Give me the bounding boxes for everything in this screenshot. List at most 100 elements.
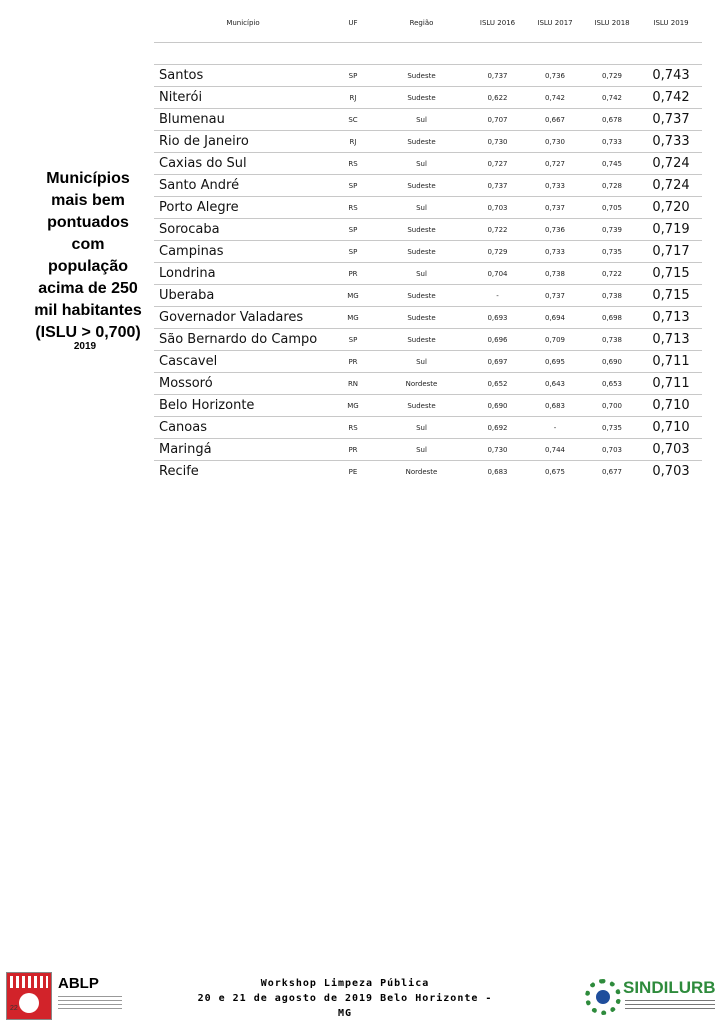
cell-islu-2016: 0,730: [469, 438, 526, 461]
cell-islu-2017: 0,695: [526, 350, 584, 373]
side-title-line: pontuados: [47, 214, 129, 231]
cell-municipio: Belo Horizonte: [154, 394, 332, 417]
cell-regiao: Sul: [374, 152, 469, 175]
cell-islu-2016: -: [469, 284, 526, 307]
cell-municipio: Canoas: [154, 416, 332, 439]
side-title-line: mais bem: [51, 192, 125, 209]
cell-uf: SP: [332, 64, 374, 87]
ablp-name: ABLP: [58, 975, 99, 992]
ranking-table: Município UF Região ISLU 2016 ISLU 2017 …: [154, 4, 702, 483]
cell-uf: MG: [332, 306, 374, 329]
cell-uf: PR: [332, 262, 374, 285]
cell-uf: MG: [332, 284, 374, 307]
cell-islu-2019: 0,710: [640, 394, 702, 417]
cell-uf: RS: [332, 196, 374, 219]
cell-islu-2017: 0,727: [526, 152, 584, 175]
cell-islu-2017: 0,709: [526, 328, 584, 351]
cell-islu-2016: 0,622: [469, 86, 526, 109]
cell-municipio: Mossoró: [154, 372, 332, 395]
cell-islu-2018: 0,698: [584, 306, 640, 329]
header-islu-2018: ISLU 2018: [584, 4, 640, 43]
side-title-line: população: [47, 258, 128, 275]
cell-uf: SP: [332, 240, 374, 263]
cell-islu-2019: 0,711: [640, 350, 702, 373]
cell-islu-2019: 0,713: [640, 306, 702, 329]
cell-islu-2017: 0,730: [526, 130, 584, 153]
cell-islu-2018: 0,735: [584, 416, 640, 439]
cell-uf: PR: [332, 438, 374, 461]
cell-regiao: Sudeste: [374, 240, 469, 263]
table-row: Caxias do Sul RS Sul 0,727 0,727 0,745 0,724: [154, 152, 702, 175]
cell-islu-2018: 0,705: [584, 196, 640, 219]
table-row: Rio de Janeiro RJ Sudeste 0,730 0,730 0,733 0,…: [154, 130, 702, 153]
table-row: Niterói RJ Sudeste 0,622 0,742 0,742 0,742: [154, 86, 702, 109]
cell-islu-2016: 0,696: [469, 328, 526, 351]
cell-regiao: Sudeste: [374, 218, 469, 241]
cell-islu-2019: 0,742: [640, 86, 702, 109]
table-row: Belo Horizonte MG Sudeste 0,690 0,683 0,700 0,…: [154, 394, 702, 417]
cell-islu-2018: 0,653: [584, 372, 640, 395]
cell-municipio: Campinas: [154, 240, 332, 263]
page-number: 22: [10, 1005, 18, 1012]
cell-islu-2019: 0,717: [640, 240, 702, 263]
cell-uf: SC: [332, 108, 374, 131]
cell-islu-2019: 0,715: [640, 262, 702, 285]
cell-municipio: Rio de Janeiro: [154, 130, 332, 153]
side-title: Municípios mais bem pontuados com popula…: [18, 168, 158, 344]
cell-islu-2017: 0,733: [526, 174, 584, 197]
sindilurb-logo: SINDILURB: [585, 976, 717, 1018]
cell-islu-2019: 0,743: [640, 64, 702, 87]
cell-municipio: Uberaba: [154, 284, 332, 307]
cell-islu-2018: 0,722: [584, 262, 640, 285]
cell-municipio: Niterói: [154, 86, 332, 109]
cell-islu-2019: 0,737: [640, 108, 702, 131]
ablp-logo: 22 ABLP: [6, 972, 126, 1020]
cell-regiao: Sul: [374, 416, 469, 439]
cell-islu-2018: 0,700: [584, 394, 640, 417]
cell-islu-2017: 0,738: [526, 262, 584, 285]
footer-line-2: 20 e 21 de agosto de 2019 Belo Horizonte…: [197, 993, 493, 1019]
cell-regiao: Sudeste: [374, 64, 469, 87]
cell-municipio: Blumenau: [154, 108, 332, 131]
cell-islu-2016: 0,722: [469, 218, 526, 241]
table-body: Santos SP Sudeste 0,737 0,736 0,729 0,743 Niter…: [154, 42, 702, 483]
cell-islu-2018: 0,738: [584, 328, 640, 351]
cell-islu-2018: 0,729: [584, 64, 640, 87]
table-row: Sorocaba SP Sudeste 0,722 0,736 0,739 0,719: [154, 218, 702, 241]
cell-municipio: Sorocaba: [154, 218, 332, 241]
cell-islu-2016: 0,707: [469, 108, 526, 131]
header-uf: UF: [332, 4, 374, 43]
sindilurb-core-icon: [596, 990, 610, 1004]
cell-islu-2016: 0,703: [469, 196, 526, 219]
cell-islu-2019: 0,724: [640, 174, 702, 197]
cell-islu-2016: 0,727: [469, 152, 526, 175]
cell-islu-2018: 0,678: [584, 108, 640, 131]
cell-regiao: Sudeste: [374, 284, 469, 307]
cell-islu-2019: 0,703: [640, 438, 702, 461]
cell-islu-2018: 0,738: [584, 284, 640, 307]
cell-regiao: Sul: [374, 196, 469, 219]
cell-municipio: Governador Valadares: [154, 306, 332, 329]
cell-regiao: Sul: [374, 108, 469, 131]
cell-islu-2019: 0,710: [640, 416, 702, 439]
cell-islu-2016: 0,697: [469, 350, 526, 373]
cell-regiao: Sudeste: [374, 130, 469, 153]
cell-municipio: Caxias do Sul: [154, 152, 332, 175]
cell-islu-2018: 0,733: [584, 130, 640, 153]
header-islu-2019: ISLU 2019: [640, 4, 702, 43]
cell-islu-2017: 0,736: [526, 218, 584, 241]
cell-islu-2017: -: [526, 416, 584, 439]
cell-islu-2016: 0,704: [469, 262, 526, 285]
side-title-line: Municípios: [46, 170, 130, 187]
table-row: Maringá PR Sul 0,730 0,744 0,703 0,703: [154, 438, 702, 461]
cell-islu-2017: 0,643: [526, 372, 584, 395]
cell-islu-2019: 0,713: [640, 328, 702, 351]
cell-islu-2019: 0,715: [640, 284, 702, 307]
cell-islu-2016: 0,737: [469, 64, 526, 87]
cell-municipio: Cascavel: [154, 350, 332, 373]
table-row: Campinas SP Sudeste 0,729 0,733 0,735 0,717: [154, 240, 702, 263]
header-islu-2017: ISLU 2017: [526, 4, 584, 43]
ablp-emblem-icon: 22: [6, 972, 52, 1020]
table-row: Santo André SP Sudeste 0,737 0,733 0,728 0,724: [154, 174, 702, 197]
table-row: Governador Valadares MG Sudeste 0,693 0,694 0…: [154, 306, 702, 329]
